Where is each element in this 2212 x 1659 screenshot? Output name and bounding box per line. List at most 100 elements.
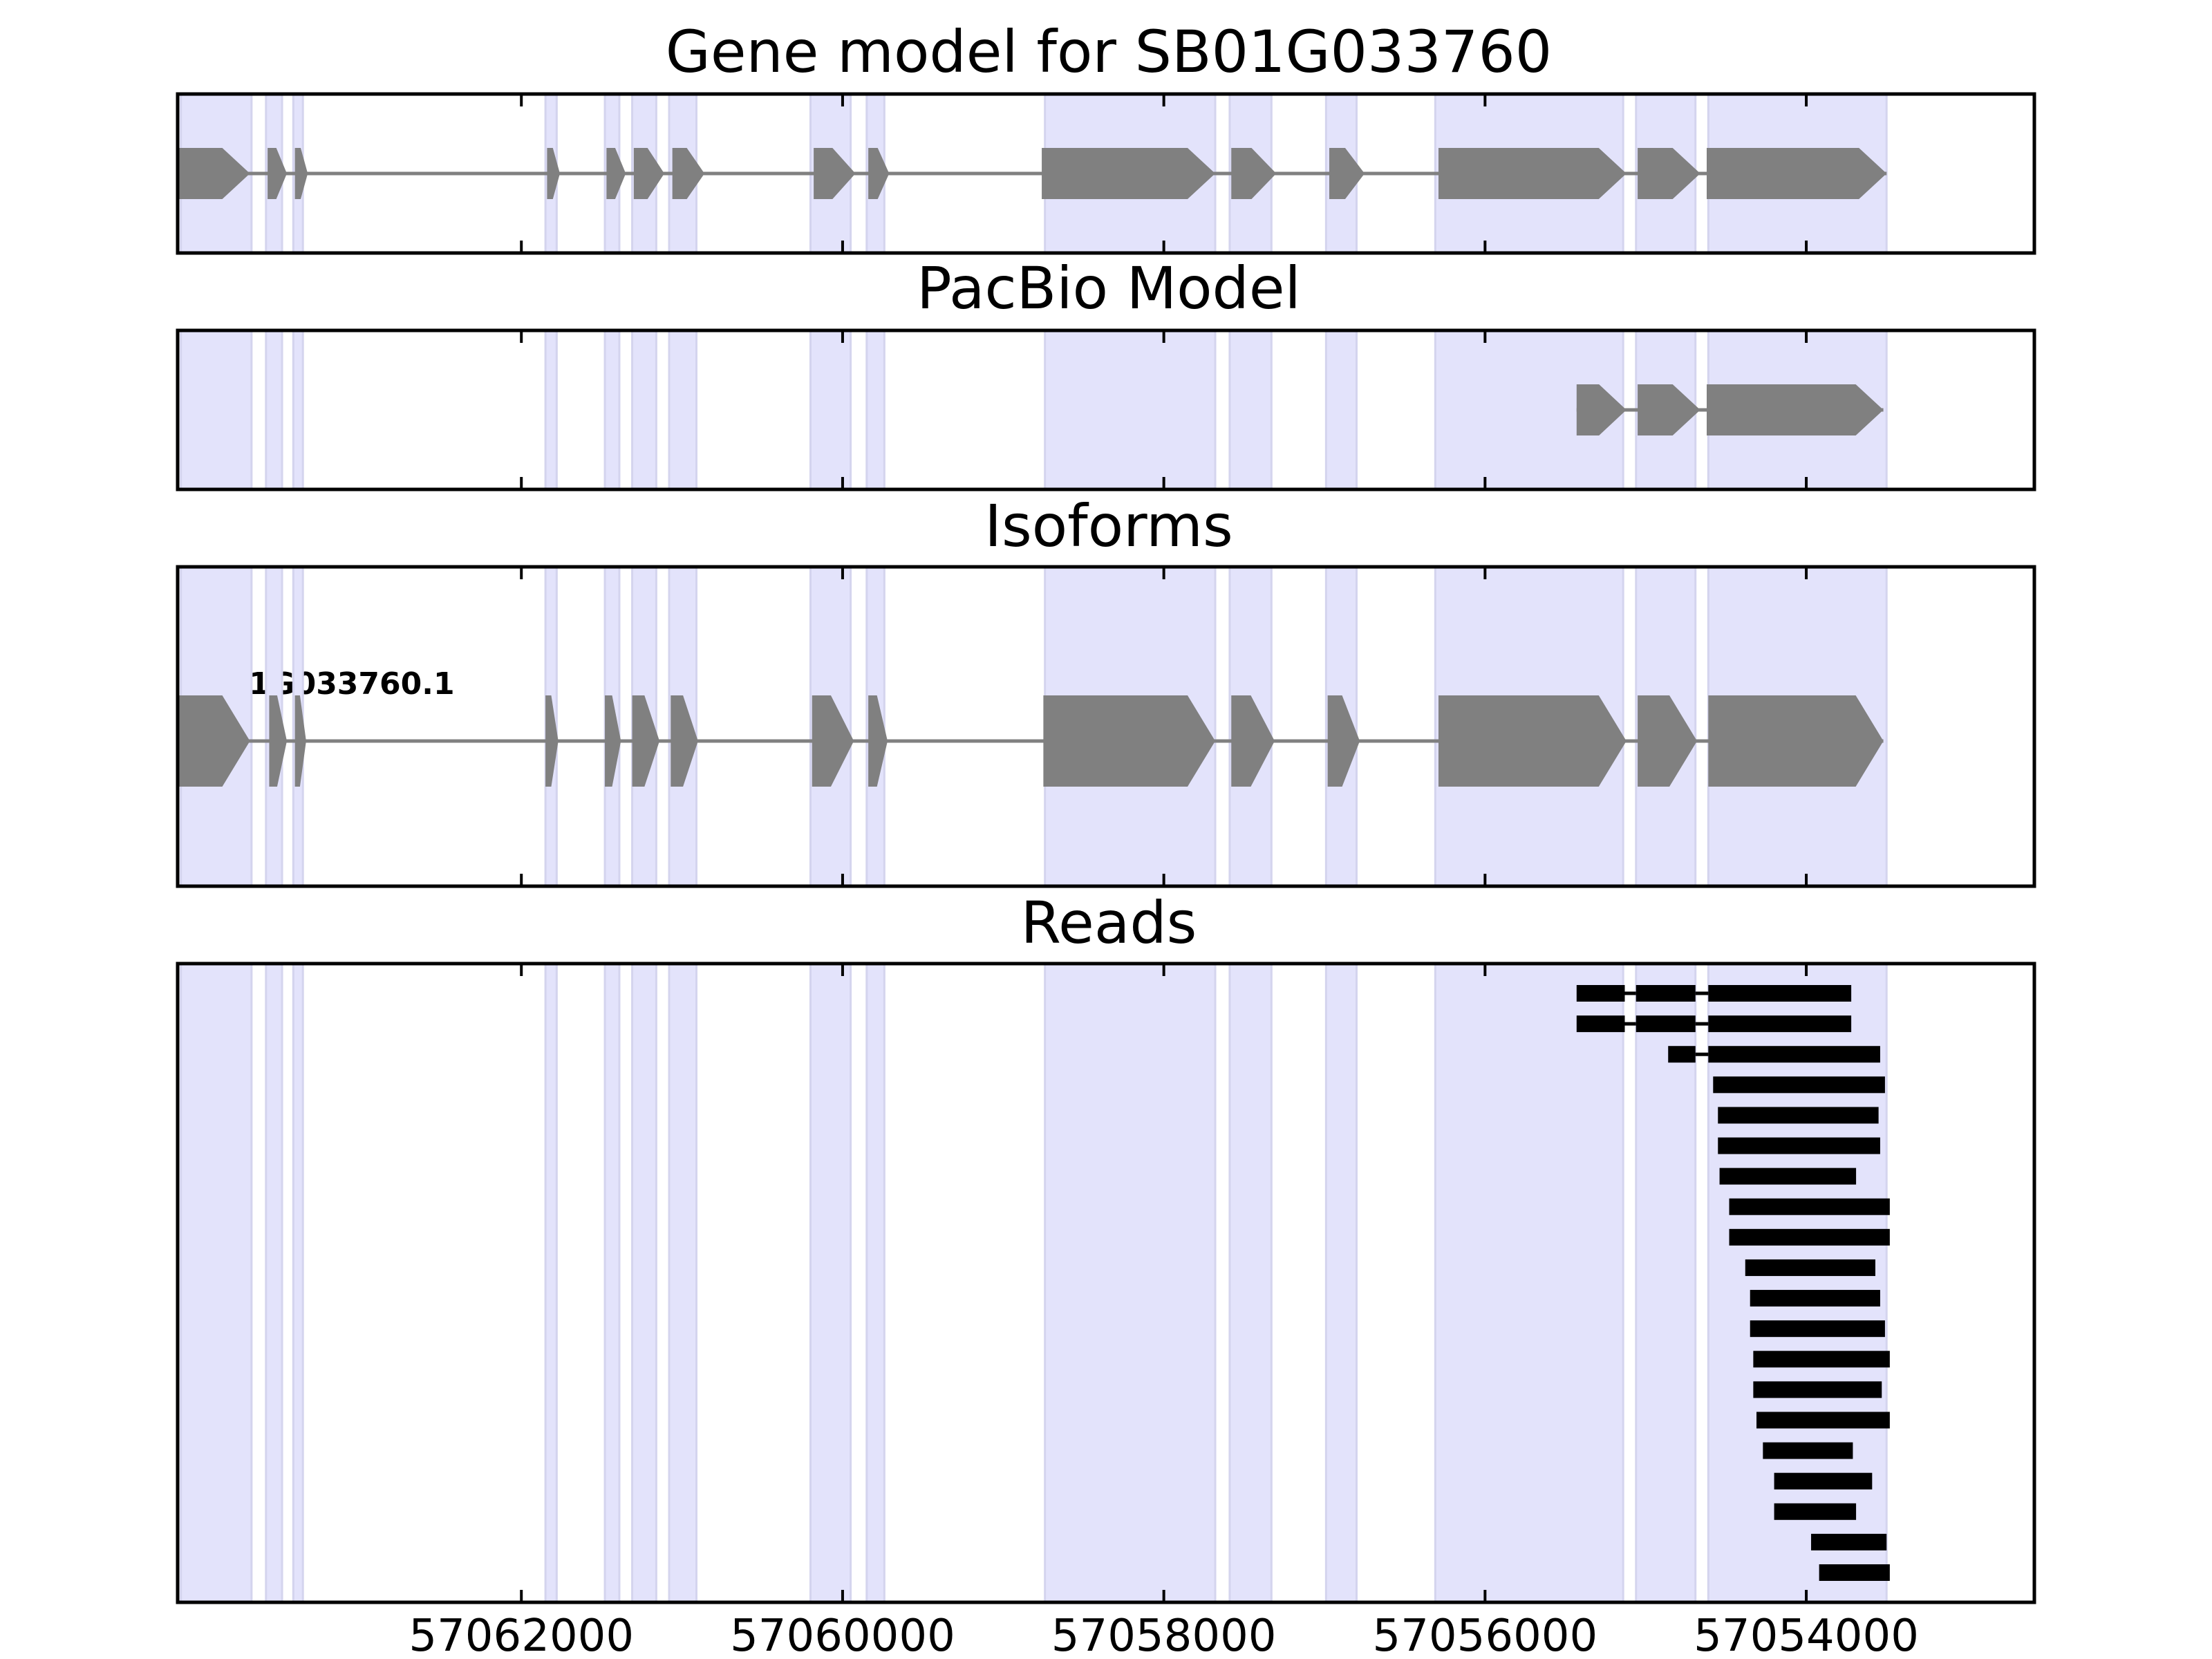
x-tick-label: 57058000	[1051, 1611, 1277, 1659]
exon-block	[1042, 148, 1215, 199]
exon-block	[545, 695, 559, 787]
read-segment	[1635, 1015, 1696, 1033]
read-segment	[1811, 1533, 1887, 1550]
exon-block	[178, 695, 250, 787]
panel-frame	[176, 328, 2036, 491]
exon-block	[1438, 148, 1627, 199]
exon-highlight-band	[544, 329, 558, 491]
x-tick-label: 57054000	[1694, 1611, 1919, 1659]
exon-highlight-band	[865, 329, 885, 491]
exon-block	[269, 695, 287, 787]
exon-block	[812, 695, 854, 787]
exon-block	[605, 695, 621, 787]
exon-highlight-band	[809, 962, 852, 1604]
read-segment	[1745, 1259, 1875, 1276]
read-segment	[1708, 1046, 1880, 1063]
exon-block	[1708, 695, 1884, 787]
exon-highlight-band	[668, 329, 697, 491]
exon-highlight-band	[603, 962, 621, 1604]
reads-title: Reads	[1021, 889, 1197, 957]
x-tick-label: 57062000	[409, 1611, 634, 1659]
exon-highlight-band	[1228, 329, 1273, 491]
exon-highlight-band	[1707, 962, 1888, 1604]
panel-frame	[176, 565, 2036, 888]
x-tick-label: 57060000	[730, 1611, 955, 1659]
pacbio-model-panel: PacBio Model	[176, 254, 2036, 491]
exon-block	[606, 148, 626, 199]
read-segment	[1719, 1168, 1857, 1185]
exon-highlight-band	[292, 962, 304, 1604]
exon-block	[547, 148, 560, 199]
exon-block	[868, 148, 890, 199]
read-segment	[1774, 1503, 1857, 1520]
read-segment	[1668, 1046, 1696, 1063]
isoforms-panel: Isoforms SB01G033760.1	[176, 492, 2036, 888]
exon-block	[671, 695, 698, 787]
exon-block	[1707, 148, 1887, 199]
exon-highlight-band	[1228, 962, 1273, 1604]
read-segment	[1718, 1107, 1879, 1124]
read-segment	[1713, 1076, 1885, 1094]
read-segment	[1708, 985, 1852, 1002]
exon-highlight-band	[1434, 962, 1624, 1604]
exon-block	[178, 148, 250, 199]
exon-block	[294, 148, 308, 199]
exon-highlight-band	[544, 962, 558, 1604]
x-tick-label: 57056000	[1372, 1611, 1597, 1659]
exon-block	[1576, 384, 1627, 435]
read-segment	[1753, 1351, 1890, 1368]
exon-highlight-band	[292, 329, 304, 491]
read-segment	[1576, 985, 1625, 1002]
exon-highlight-band	[1324, 962, 1358, 1604]
exon-block	[1638, 148, 1700, 199]
exon-highlight-band	[668, 962, 697, 1604]
exon-block	[1638, 384, 1700, 435]
exon-highlight-band	[1324, 329, 1358, 491]
exon-highlight-band	[631, 329, 657, 491]
read-segment	[1756, 1412, 1890, 1429]
exon-block	[1231, 695, 1275, 787]
exon-highlight-band	[603, 329, 621, 491]
panel-frame	[176, 92, 2036, 255]
read-segment	[1729, 1228, 1890, 1246]
exon-block	[1327, 695, 1360, 787]
exon-block	[1043, 695, 1215, 787]
gene-model-panel: Gene model for SB01G033760	[176, 18, 2036, 255]
exon-block	[1638, 695, 1698, 787]
exon-block	[814, 148, 856, 199]
exon-block	[1707, 384, 1884, 435]
read-segment	[1763, 1442, 1853, 1459]
read-segment	[1753, 1381, 1882, 1398]
read-segment	[1708, 1015, 1852, 1033]
reads-panel: Reads	[176, 889, 2036, 1604]
x-axis-tick-labels: 57062000 57060000 57058000 57056000 57054000	[409, 1611, 1919, 1659]
read-segment	[1635, 985, 1696, 1002]
exon-highlight-band	[865, 962, 885, 1604]
read-segment	[1729, 1198, 1890, 1215]
read-segment	[1819, 1564, 1890, 1581]
exon-block	[268, 148, 287, 199]
exon-highlight-band	[1044, 962, 1217, 1604]
exon-block	[1438, 695, 1627, 787]
exon-block	[632, 695, 660, 787]
exon-block	[633, 148, 665, 199]
read-segment	[1750, 1320, 1885, 1338]
panel-frame	[176, 962, 2036, 1604]
read-segment	[1774, 1472, 1873, 1490]
isoforms-title: Isoforms	[984, 492, 1233, 560]
exon-highlight-band	[809, 329, 852, 491]
exon-highlight-band	[265, 329, 283, 491]
exon-highlight-band	[180, 962, 253, 1604]
exon-block	[1329, 148, 1365, 199]
exon-block	[1231, 148, 1277, 199]
exon-highlight-band	[1044, 329, 1217, 491]
exon-block	[868, 695, 888, 787]
exon-block	[294, 695, 306, 787]
exon-highlight-band	[265, 962, 283, 1604]
read-segment	[1718, 1137, 1880, 1154]
read-segment	[1576, 1015, 1625, 1033]
pacbio-model-title: PacBio Model	[917, 254, 1301, 322]
exon-highlight-band	[631, 962, 657, 1604]
exon-block	[672, 148, 705, 199]
